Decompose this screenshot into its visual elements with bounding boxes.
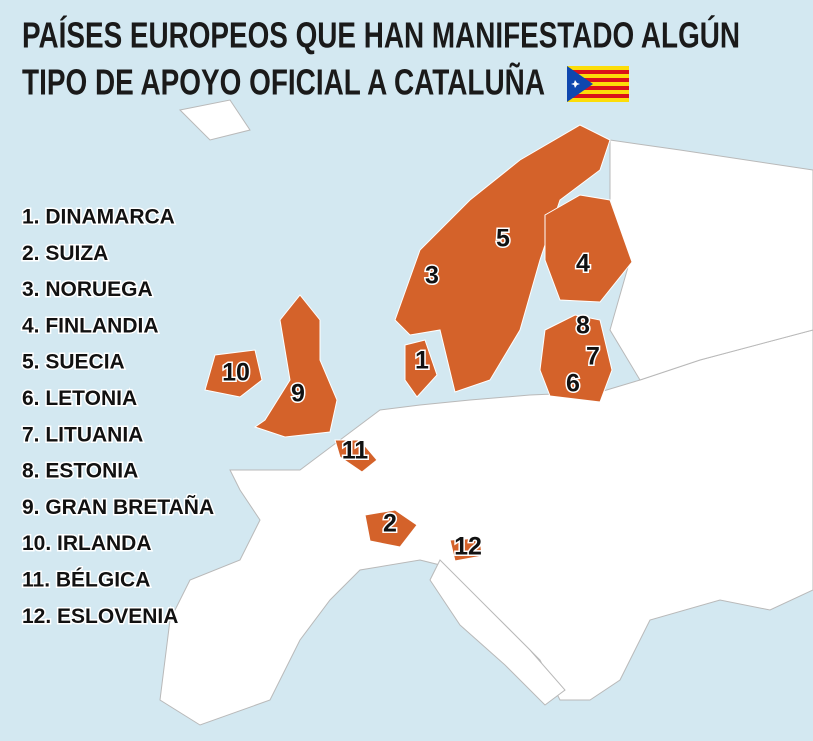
legend-item: 5. SUECIA — [22, 351, 125, 374]
legend-item: 7. LITUANIA — [22, 423, 143, 446]
title-line: TIPO DE APOYO OFICIAL A CATALUÑA — [22, 61, 545, 103]
legend-item: 11. BÉLGICA — [22, 569, 150, 592]
country-number: 11 — [342, 437, 369, 465]
highlighted-countries — [204, 124, 633, 562]
estelada-flag — [567, 66, 629, 102]
legend-item: 6. LETONIA — [22, 387, 137, 410]
country-number: 1 — [415, 347, 429, 375]
country-number: 9 — [291, 380, 305, 408]
legend: 1. DINAMARCA 2. SUIZA 3. NORUEGA 4. FINLAND… — [21, 204, 216, 629]
country-number: 3 — [425, 262, 439, 290]
country-number: 2 — [383, 510, 397, 538]
legend-item: 1. DINAMARCA — [22, 206, 175, 229]
country-number: 7 — [586, 343, 600, 371]
country-number: 8 — [576, 312, 590, 340]
land — [159, 99, 813, 726]
country-number: 6 — [566, 370, 580, 398]
country-number: 12 — [454, 533, 482, 561]
legend-item: 9. GRAN BRETAÑA — [22, 496, 214, 519]
legend-item: 8. ESTONIA — [22, 460, 138, 483]
legend-item: 3. NORUEGA — [22, 278, 153, 301]
country-number: 5 — [496, 225, 510, 253]
country-number: 4 — [576, 250, 590, 278]
legend-item: 4. FINLANDIA — [22, 314, 159, 337]
title-line: PAÍSES EUROPEOS QUE HAN MANIFESTADO ALGÚ… — [22, 14, 740, 56]
country-number: 10 — [222, 359, 250, 387]
legend-item: 12. ESLOVENIA — [22, 605, 178, 628]
legend-item: 2. SUIZA — [22, 242, 108, 265]
legend-item: 10. IRLANDA — [22, 532, 152, 555]
